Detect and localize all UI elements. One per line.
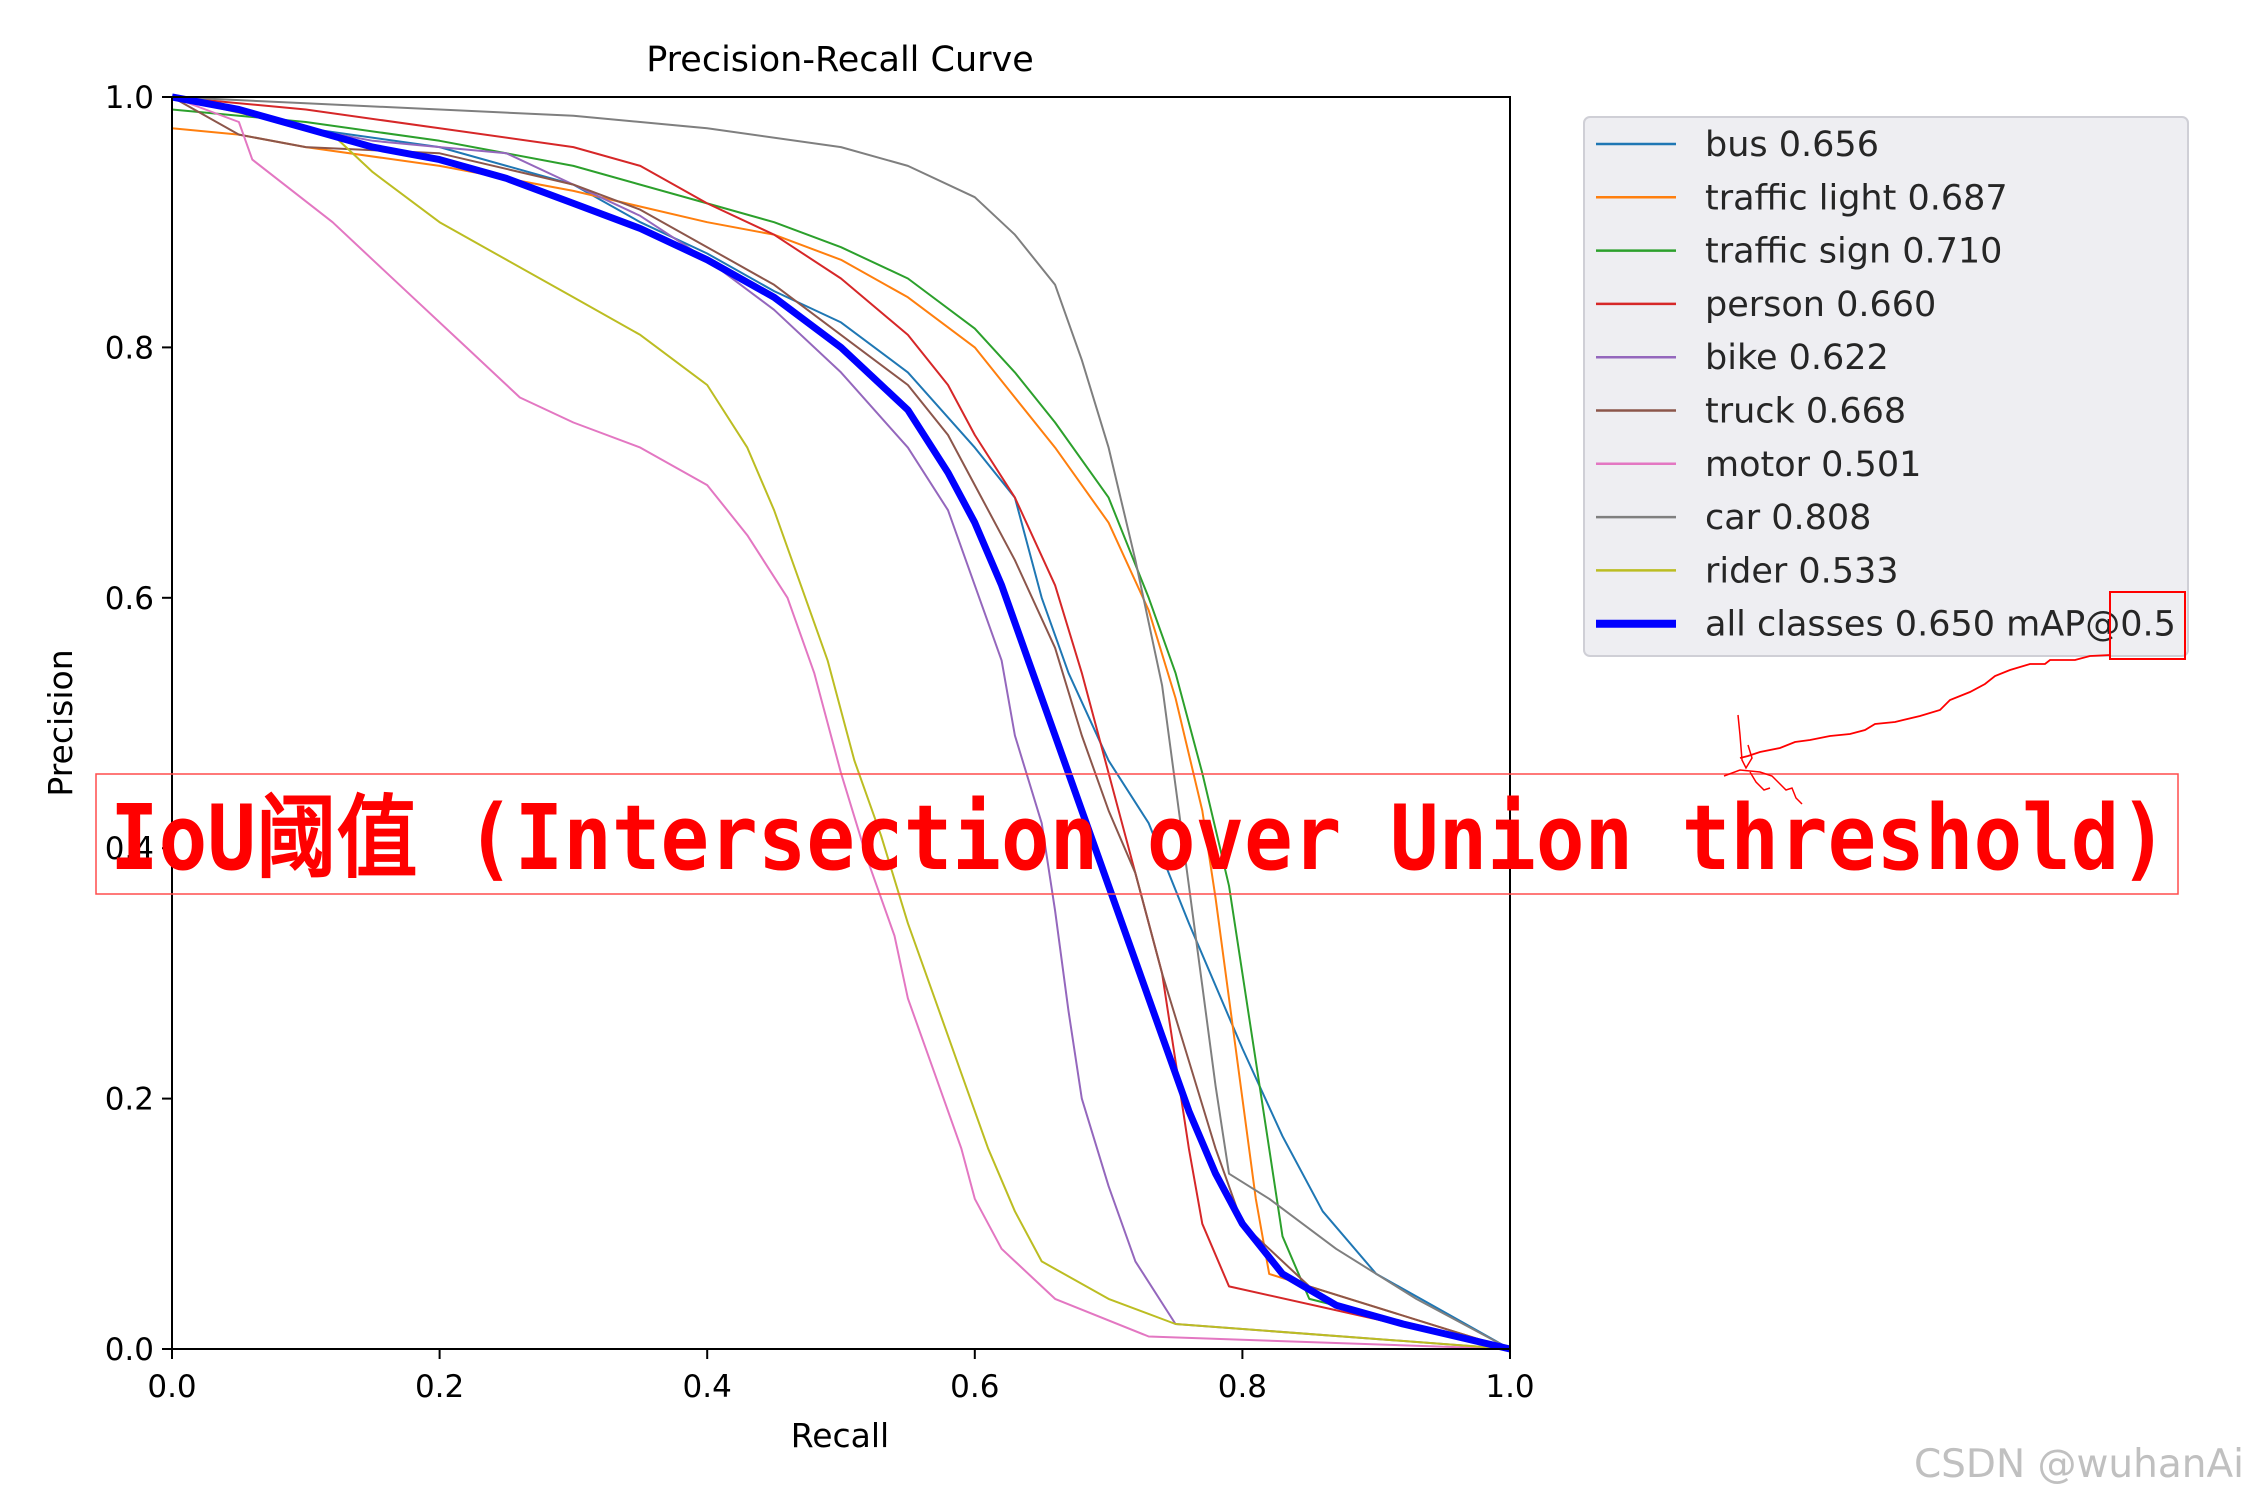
mAP-highlight-box bbox=[2109, 591, 2186, 660]
ticks-layer: 0.0 0.2 0.4 0.6 0.8 1.0 0.0 0.2 0.4 0.6 0.8 1.0 bbox=[105, 80, 1535, 1405]
legend-item-traffic-sign: traffic sign 0.710 bbox=[1596, 232, 2002, 272]
x-tick-label: 0.4 bbox=[683, 1369, 732, 1405]
series-line-person bbox=[171, 96, 1511, 1350]
x-tick-label: 0.0 bbox=[147, 1369, 196, 1405]
y-tick-label: 0.6 bbox=[105, 581, 154, 617]
series-line-car bbox=[171, 96, 1511, 1350]
legend: bus 0.656 traffic light 0.687 traffic sign… bbox=[1583, 116, 2189, 657]
watermark: CSDN @wuhanAi bbox=[1914, 1442, 2244, 1487]
legend-item-all-classes: all classes 0.650 mAP@0.5 bbox=[1596, 605, 2176, 645]
overlay-annotation: IoU阈值 (Intersection over Union threshold… bbox=[95, 591, 2186, 895]
legend-item-truck: truck 0.668 bbox=[1596, 392, 1906, 432]
y-tick-label: 0.4 bbox=[105, 831, 154, 867]
legend-box bbox=[1583, 116, 2189, 657]
series-line-all-classes bbox=[171, 93, 1511, 1353]
legend-label: person 0.660 bbox=[1705, 285, 1936, 325]
series-line-bike bbox=[171, 96, 1511, 1350]
y-tick-label: 0.2 bbox=[105, 1082, 154, 1118]
legend-item-motor: motor 0.501 bbox=[1596, 445, 1921, 485]
legend-item-bus: bus 0.656 bbox=[1596, 125, 1879, 165]
series-line-truck bbox=[171, 96, 1511, 1350]
y-axis-label: Precision bbox=[41, 649, 80, 796]
series-line-traffic-sign bbox=[171, 108, 1511, 1350]
legend-label: truck 0.668 bbox=[1705, 392, 1906, 432]
legend-label: car 0.808 bbox=[1705, 498, 1871, 538]
y-tick-label: 0.8 bbox=[105, 330, 154, 366]
legend-label: traffic light 0.687 bbox=[1705, 178, 2008, 218]
legend-item-car: car 0.808 bbox=[1596, 498, 1871, 538]
callout-line bbox=[1739, 654, 2111, 759]
chart-title: Precision-Recall Curve bbox=[646, 40, 1034, 80]
legend-label: traffic sign 0.710 bbox=[1705, 232, 2002, 272]
y-tick-label: 0.0 bbox=[105, 1332, 154, 1368]
x-tick-label: 0.6 bbox=[950, 1369, 999, 1405]
legend-item-rider: rider 0.533 bbox=[1596, 551, 1899, 591]
legend-item-traffic-light: traffic light 0.687 bbox=[1596, 178, 2008, 218]
series-line-rider bbox=[171, 96, 1511, 1350]
legend-item-bike: bike 0.622 bbox=[1596, 338, 1889, 378]
legend-label: all classes 0.650 mAP@0.5 bbox=[1705, 605, 2176, 645]
legend-label: rider 0.533 bbox=[1705, 551, 1899, 591]
y-tick-label: 1.0 bbox=[105, 80, 154, 116]
legend-label: motor 0.501 bbox=[1705, 445, 1921, 485]
x-axis-label: Recall bbox=[791, 1416, 889, 1455]
x-tick-label: 0.8 bbox=[1218, 1369, 1267, 1405]
overlay-text: IoU阈值 (Intersection over Union threshold… bbox=[110, 786, 2168, 891]
x-tick-label: 1.0 bbox=[1485, 1369, 1534, 1405]
series-layer bbox=[171, 93, 1511, 1353]
legend-item-person: person 0.660 bbox=[1596, 285, 1936, 325]
callout-scribble bbox=[1723, 714, 1803, 805]
x-tick-label: 0.2 bbox=[415, 1369, 464, 1405]
overlay-box bbox=[95, 773, 2179, 895]
legend-label: bike 0.622 bbox=[1705, 338, 1889, 378]
series-line-motor bbox=[171, 96, 1511, 1350]
legend-label: bus 0.656 bbox=[1705, 125, 1879, 165]
plot-frame bbox=[171, 96, 1511, 1350]
